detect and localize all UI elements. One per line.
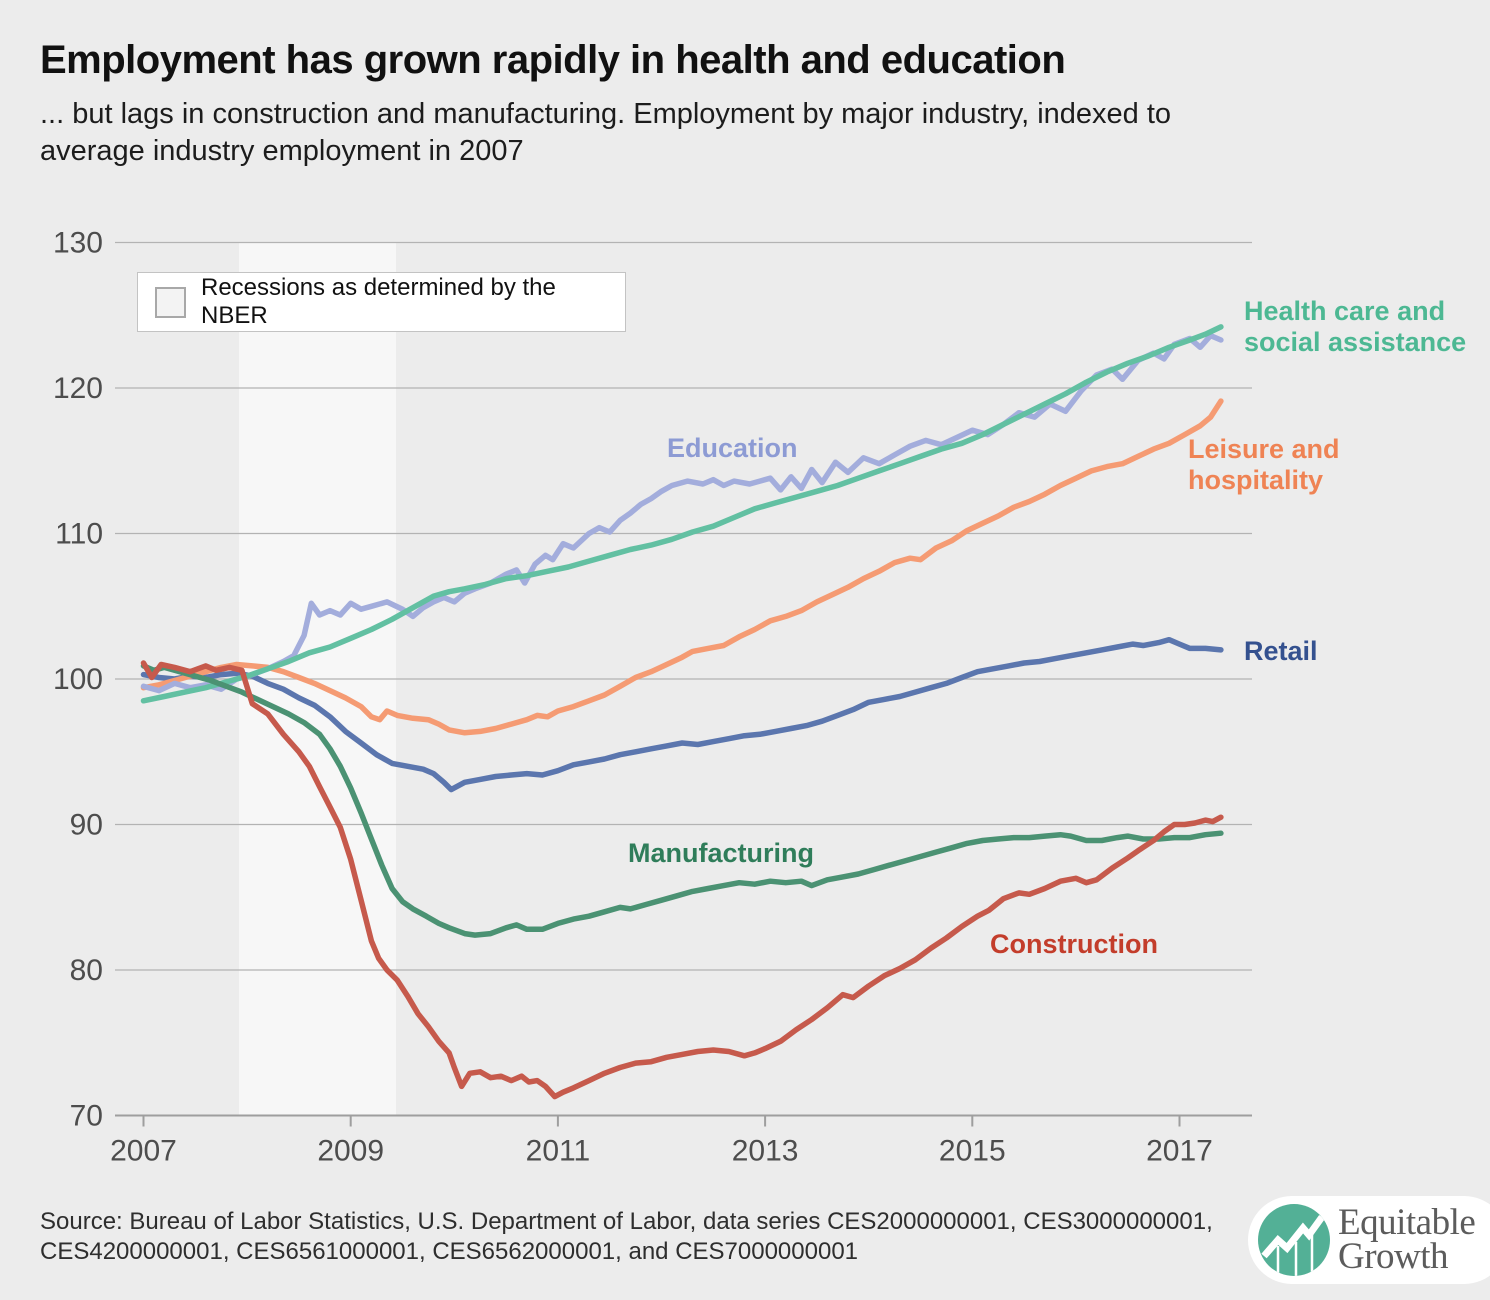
series-label-manufacturing: Manufacturing bbox=[628, 838, 814, 868]
legend-label: Recessions as determined by the NBER bbox=[201, 274, 556, 329]
series-line-manufacturing bbox=[140, 663, 1224, 938]
series-line-education bbox=[140, 332, 1224, 694]
x-axis-label: 2009 bbox=[317, 1135, 384, 1168]
x-axis-label: 2007 bbox=[110, 1135, 177, 1168]
x-axis-label: 2017 bbox=[1146, 1135, 1213, 1168]
y-axis-label: 120 bbox=[53, 372, 103, 405]
y-axis-label: 80 bbox=[70, 954, 103, 987]
series-line-retail bbox=[140, 636, 1224, 793]
equitable-growth-logo: Equitable Growth bbox=[1248, 1196, 1490, 1284]
series-label-leisure-hospitality: Leisure and hospitality bbox=[1188, 434, 1340, 496]
series-label-construction: Construction bbox=[990, 929, 1158, 959]
logo-word-growth: Growth bbox=[1338, 1236, 1449, 1277]
series-label-health-care: Health care and social assistance bbox=[1244, 296, 1467, 358]
series-line-leisure-and-hospitality bbox=[140, 398, 1224, 736]
y-axis-label: 90 bbox=[70, 809, 103, 842]
y-axis-label: 110 bbox=[55, 518, 103, 551]
y-axis-label: 70 bbox=[70, 1100, 103, 1133]
series-line-health-care-and-social-assistance bbox=[140, 324, 1224, 704]
page-title: Employment has grown rapidly in health a… bbox=[40, 38, 1066, 82]
legend: Recessions as determined by the NBER bbox=[137, 272, 626, 332]
logo-word-equitable: Equitable bbox=[1338, 1201, 1476, 1243]
series-label-education: Education bbox=[667, 433, 798, 463]
x-axis-label: 2011 bbox=[526, 1135, 591, 1168]
logo-chart-icon bbox=[1258, 1204, 1330, 1276]
recession-swatch bbox=[155, 286, 186, 318]
series-label-retail: Retail bbox=[1244, 636, 1318, 666]
x-axis-label: 2013 bbox=[732, 1135, 799, 1168]
series-line-construction bbox=[140, 660, 1224, 1100]
y-axis-label: 130 bbox=[53, 227, 103, 260]
page-subtitle: ... but lags in construction and manufac… bbox=[40, 98, 1172, 167]
x-axis-label: 2015 bbox=[939, 1135, 1006, 1168]
y-axis-label: 100 bbox=[53, 663, 103, 696]
logo-wordmark: Equitable Growth bbox=[1338, 1201, 1476, 1277]
source-note: Source: Bureau of Labor Statistics, U.S.… bbox=[40, 1208, 1213, 1265]
